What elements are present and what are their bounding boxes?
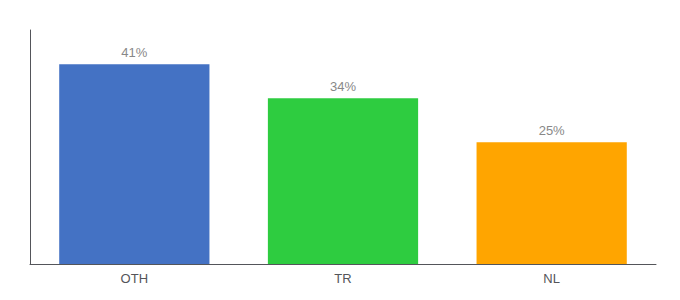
svg-text:OTH: OTH bbox=[121, 271, 148, 286]
svg-text:34%: 34% bbox=[330, 79, 356, 94]
svg-text:41%: 41% bbox=[121, 45, 147, 60]
svg-text:TR: TR bbox=[334, 271, 351, 286]
svg-text:NL: NL bbox=[543, 271, 560, 286]
svg-text:25%: 25% bbox=[539, 123, 565, 138]
